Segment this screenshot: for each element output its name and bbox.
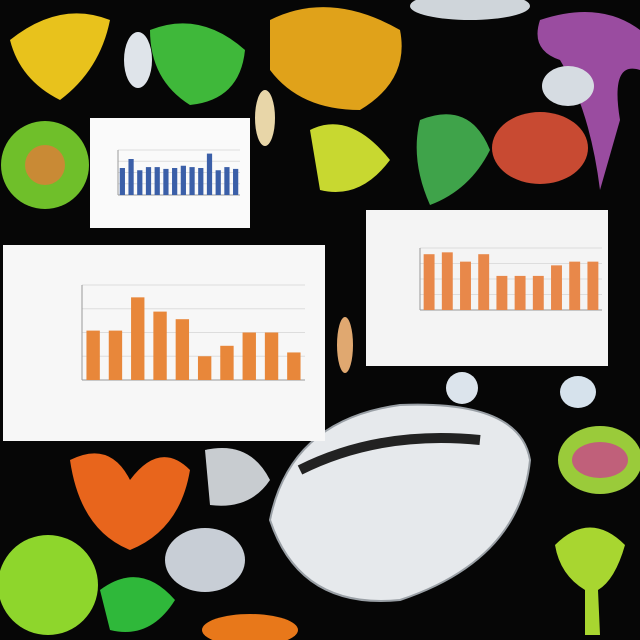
bar — [197, 356, 212, 380]
bar — [233, 168, 239, 195]
white-pebble — [446, 372, 478, 404]
orange-coral — [70, 453, 190, 550]
bar — [145, 167, 152, 195]
bar — [287, 352, 301, 380]
bar — [460, 261, 471, 310]
shell-groove — [297, 433, 481, 475]
bar — [224, 167, 230, 195]
bar — [220, 345, 234, 380]
green-disc — [0, 535, 98, 635]
bar — [587, 261, 599, 310]
green-leaf — [150, 23, 245, 106]
white-shell — [410, 0, 530, 20]
bar — [551, 265, 562, 310]
bar — [172, 168, 178, 195]
yellow-fan — [10, 13, 110, 101]
green-leaf — [416, 114, 490, 205]
green-tree — [555, 527, 625, 635]
green-leaf — [100, 577, 175, 632]
bar — [154, 167, 160, 195]
pink-center — [572, 442, 628, 478]
bar — [242, 332, 256, 380]
bar — [569, 261, 581, 310]
grey-stone — [165, 528, 245, 592]
bar — [478, 254, 490, 310]
bar — [496, 275, 508, 310]
orange-specimen — [202, 614, 298, 640]
purple-mushroom — [537, 12, 640, 190]
bar — [206, 153, 213, 195]
bar — [108, 330, 123, 380]
bar — [215, 170, 221, 195]
bar — [86, 330, 100, 380]
bar — [198, 168, 204, 195]
bar — [153, 311, 167, 380]
bar — [441, 252, 453, 310]
bar — [175, 319, 190, 380]
bar — [264, 332, 279, 380]
bar — [423, 254, 435, 310]
white-shell — [124, 32, 152, 88]
bar — [119, 168, 125, 195]
grey-branch — [205, 448, 270, 506]
bar — [532, 275, 544, 310]
red-specimen — [492, 112, 588, 184]
white-pebble — [560, 376, 596, 408]
bar — [137, 170, 143, 195]
bar — [128, 159, 134, 195]
bar — [131, 297, 145, 380]
bar — [189, 167, 195, 195]
green-disc-center — [25, 145, 65, 185]
bar — [514, 275, 526, 310]
shell — [255, 90, 275, 146]
bar — [180, 165, 186, 195]
orange-coral — [270, 7, 402, 111]
yellow-frond — [310, 124, 390, 192]
white-shell — [542, 66, 594, 106]
bar — [163, 168, 169, 195]
shell — [337, 317, 353, 373]
